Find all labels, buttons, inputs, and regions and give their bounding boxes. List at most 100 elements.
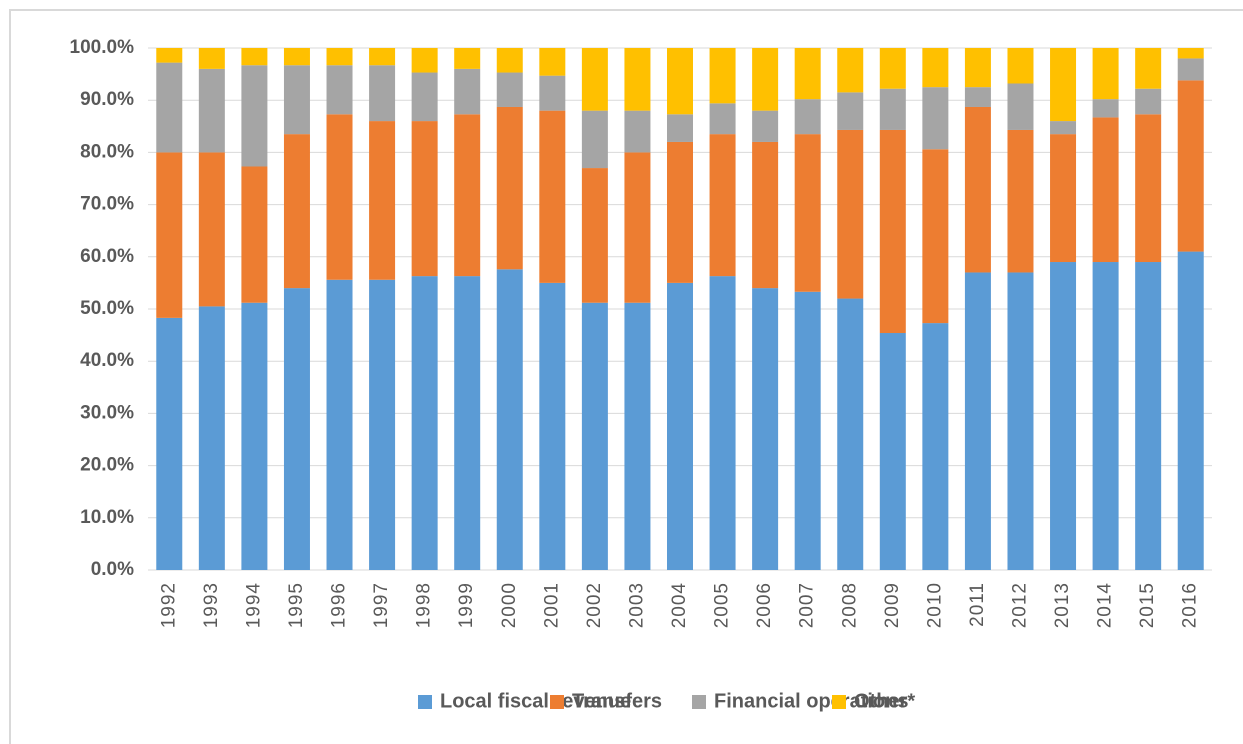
bar-segment <box>709 48 736 104</box>
bar-segment <box>667 48 693 115</box>
y-tick-label: 40.0% <box>80 350 134 371</box>
bar-segment <box>156 62 183 153</box>
bar-segment <box>454 276 481 570</box>
bar-segment <box>1092 117 1119 263</box>
bar-segment <box>539 110 566 283</box>
bar-segment <box>241 65 268 167</box>
y-tick-label: 70.0% <box>80 194 134 215</box>
bar-segment <box>837 129 864 299</box>
x-tick-label: 2010 <box>924 582 945 628</box>
x-tick-label: 2014 <box>1095 582 1116 628</box>
y-tick-label: 50.0% <box>80 298 134 319</box>
bar-segment <box>1177 58 1204 81</box>
x-tick-label: 2004 <box>669 582 690 628</box>
bar-segment <box>411 121 438 277</box>
bar-segment <box>1007 48 1034 84</box>
x-tick-label: 2002 <box>584 582 605 628</box>
bar-segment <box>581 110 608 169</box>
bar-segment <box>369 65 396 122</box>
bar-segment <box>1050 121 1077 135</box>
bar-segment <box>752 141 779 289</box>
legend-swatch <box>692 695 706 709</box>
bar-segment <box>667 114 693 142</box>
bar-segment <box>964 48 991 88</box>
bar-segment <box>539 75 566 111</box>
chart-frame <box>9 9 1243 744</box>
bar-segment <box>454 48 481 69</box>
bar-segment <box>369 48 396 66</box>
bar-segment <box>198 48 225 69</box>
x-tick-label: 2005 <box>712 582 733 628</box>
legend-swatch <box>418 695 432 709</box>
y-tick-label: 0.0% <box>91 559 134 580</box>
bar-segment <box>283 134 310 289</box>
x-tick-label: 1993 <box>201 582 222 628</box>
bar-segment <box>837 92 864 130</box>
bar-segment <box>624 110 651 153</box>
bar-segment <box>581 48 608 111</box>
x-tick-label: 2006 <box>754 582 775 628</box>
bar-segment <box>496 48 523 73</box>
bar-segment <box>922 323 949 570</box>
bar-segment <box>1092 48 1119 100</box>
bar-segment <box>198 306 225 570</box>
bar-segment <box>411 72 438 122</box>
bar-segment <box>709 134 736 277</box>
legend-swatch <box>550 695 564 709</box>
bar-segment <box>922 149 949 324</box>
y-tick-label: 100.0% <box>70 37 135 58</box>
x-tick-label: 1995 <box>286 582 307 628</box>
bar-segment <box>752 110 779 142</box>
bar-segment <box>794 99 821 135</box>
bar-segment <box>411 276 438 570</box>
x-tick-label: 2009 <box>882 582 903 628</box>
legend-label: Transfers <box>572 690 662 712</box>
bar-segment <box>667 282 693 570</box>
bar-segment <box>964 272 991 570</box>
x-tick-label: 2003 <box>626 582 647 628</box>
bar-segment <box>1135 88 1162 115</box>
x-tick-label: 1998 <box>414 582 435 628</box>
bar-segment <box>879 88 906 130</box>
bar-segment <box>1177 251 1204 570</box>
bar-segment <box>1050 134 1077 263</box>
bar-segment <box>539 282 566 570</box>
bar-segment <box>794 134 821 292</box>
bar-segment <box>198 152 225 307</box>
y-tick-label: 80.0% <box>80 141 134 162</box>
y-tick-label: 20.0% <box>80 455 134 476</box>
bar-segment <box>496 106 523 270</box>
bar-segment <box>1092 262 1119 570</box>
bar-segment <box>964 87 991 107</box>
bar-segment <box>752 48 779 111</box>
bar-segment <box>837 48 864 93</box>
bar-segment <box>667 141 693 283</box>
bar-segment <box>369 121 396 280</box>
bar-segment <box>454 68 481 115</box>
bar-segment <box>709 103 736 135</box>
bar-segment <box>326 65 353 115</box>
bar-segment <box>539 48 566 76</box>
bar-segment <box>283 288 310 570</box>
bar-segment <box>794 48 821 100</box>
bar-segment <box>1177 80 1204 252</box>
x-tick-label: 1994 <box>243 582 264 628</box>
x-tick-label: 1996 <box>329 582 350 628</box>
legend-label: Financial operations <box>714 690 908 712</box>
bar-segment <box>1177 48 1204 59</box>
bar-segment <box>369 279 396 570</box>
bar-segment <box>156 48 183 63</box>
y-tick-label: 10.0% <box>80 507 134 528</box>
bar-segment <box>752 288 779 570</box>
x-tick-label: 2001 <box>541 582 562 628</box>
x-tick-label: 1992 <box>158 582 179 628</box>
bar-segment <box>1135 262 1162 570</box>
bar-segment <box>156 317 183 570</box>
legend-label: Other* <box>854 690 915 712</box>
bar-segment <box>496 72 523 107</box>
bar-segment <box>922 87 949 150</box>
bar-segment <box>709 276 736 570</box>
x-tick-label: 2007 <box>797 582 818 628</box>
bar-segment <box>1007 272 1034 570</box>
